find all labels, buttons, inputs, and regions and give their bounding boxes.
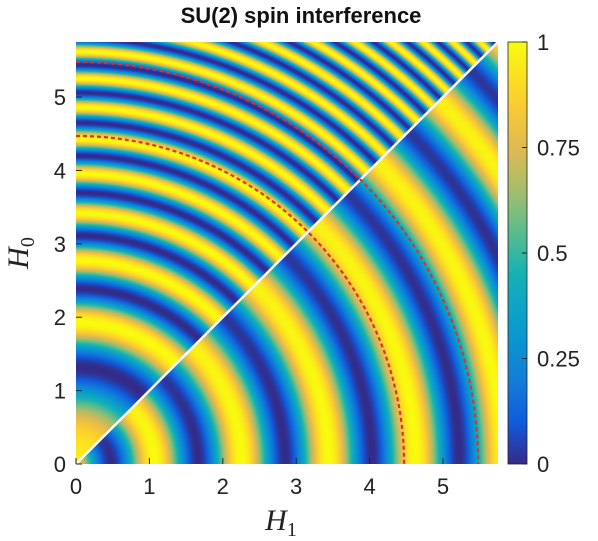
y-axis-label-subscript: 0: [17, 237, 39, 247]
chart-title: SU(2) spin interference: [181, 3, 422, 28]
dashed-arc-2: [76, 60, 480, 464]
colorbar-ticks: 0 0.25 0.5 0.75 1: [522, 30, 580, 477]
y-tick-label: 1: [54, 379, 66, 404]
diagonal-line: [76, 42, 498, 464]
x-axis-label-subscript: 1: [287, 519, 297, 541]
y-axis-ticks: 0 1 2 3 4 5: [54, 85, 82, 477]
colorbar-tick-label: 1: [537, 30, 549, 55]
x-tick-label: 3: [290, 474, 302, 499]
colorbar-tick-label: 0.75: [537, 136, 580, 161]
x-axis-label: H1: [264, 504, 297, 541]
colorbar-tick-label: 0.25: [537, 347, 580, 372]
x-tick-label: 2: [217, 474, 229, 499]
y-tick-label: 0: [54, 452, 66, 477]
colorbar-tick-label: 0: [537, 452, 549, 477]
y-tick-label: 4: [54, 158, 66, 183]
y-tick-label: 3: [54, 232, 66, 257]
x-tick-label: 4: [363, 474, 375, 499]
colorbar-tick-label: 0.5: [537, 241, 568, 266]
x-axis-ticks: 0 1 2 3 4 5: [70, 458, 449, 499]
y-axis-label: H0: [2, 237, 39, 270]
y-tick-label: 5: [54, 85, 66, 110]
plot-overlays: [76, 42, 498, 464]
x-tick-label: 0: [70, 474, 82, 499]
y-axis-label-symbol: H: [2, 245, 35, 270]
y-tick-label: 2: [54, 305, 66, 330]
x-tick-label: 1: [143, 474, 155, 499]
x-tick-label: 5: [437, 474, 449, 499]
x-axis-label-symbol: H: [264, 504, 289, 537]
